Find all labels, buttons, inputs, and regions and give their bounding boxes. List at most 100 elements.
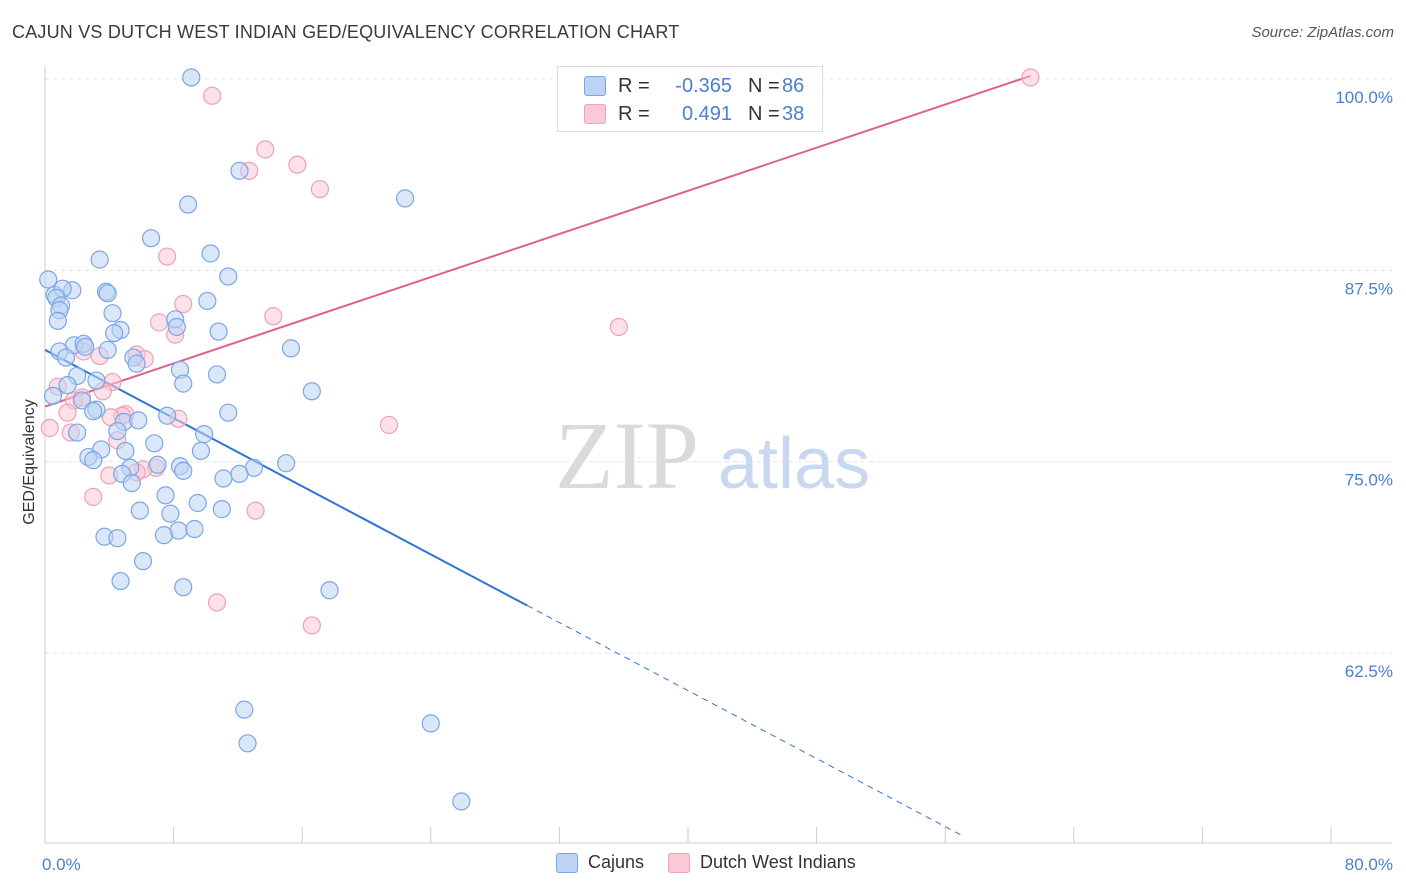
data-point-cajuns (87, 371, 106, 390)
data-point-cajuns (219, 267, 238, 286)
data-point-cajuns (195, 425, 214, 444)
data-point-cajuns (421, 714, 440, 733)
y-tick-label: 62.5% (1345, 662, 1393, 681)
data-point-cajuns (185, 519, 204, 539)
data-point-cajuns (281, 339, 301, 358)
data-point-cajuns (130, 501, 149, 520)
data-point-cajuns (191, 441, 211, 461)
data-point-cajuns (207, 365, 227, 384)
legend-r-value: -0.365 (675, 74, 732, 97)
data-point-cajuns (201, 244, 220, 263)
trend-lines (44, 74, 1031, 836)
trend-line-cajuns (44, 349, 528, 607)
data-point-dutch-west-indians (256, 140, 275, 159)
legend-swatch-cajuns (556, 852, 578, 873)
data-point-cajuns (84, 451, 103, 470)
data-point-dutch-west-indians (302, 616, 321, 635)
data-point-cajuns (167, 317, 186, 337)
data-point-dutch-west-indians (1021, 68, 1040, 87)
data-point-dutch-west-indians (609, 317, 628, 337)
data-point-cajuns (116, 441, 135, 461)
data-point-dutch-west-indians (158, 247, 177, 266)
data-point-cajuns (68, 423, 87, 442)
data-point-cajuns (58, 376, 77, 395)
y-tick-label: 87.5% (1345, 279, 1393, 298)
trend-line-cajuns-extrapolated (527, 605, 962, 836)
legend-item-cajuns: Cajuns (556, 852, 644, 873)
data-point-cajuns (127, 354, 146, 373)
data-point-dutch-west-indians (310, 180, 329, 199)
data-point-dutch-west-indians (150, 313, 169, 332)
data-point-cajuns (452, 792, 471, 811)
data-point-cajuns (214, 469, 233, 488)
series-legend: Cajuns Dutch West Indians (556, 852, 880, 873)
y-axis-label: GED/Equivalency (21, 399, 38, 524)
data-point-dutch-west-indians (379, 415, 399, 435)
data-point-cajuns (161, 504, 180, 523)
data-point-cajuns (105, 323, 124, 343)
data-point-cajuns (198, 291, 217, 311)
data-point-cajuns (212, 500, 231, 519)
data-point-cajuns (76, 337, 95, 356)
legend-swatch-pink (584, 104, 606, 124)
data-point-cajuns (156, 486, 175, 505)
data-point-cajuns (219, 403, 238, 422)
data-point-cajuns (122, 473, 141, 493)
data-point-cajuns (230, 161, 249, 180)
data-point-cajuns (178, 195, 198, 214)
data-point-dutch-west-indians (203, 86, 222, 105)
data-point-cajuns (72, 391, 92, 410)
data-point-cajuns (174, 461, 193, 480)
data-point-cajuns (148, 455, 167, 474)
legend-label-dutch-west-indians: Dutch West Indians (700, 852, 856, 872)
data-point-dutch-west-indians (58, 403, 77, 422)
data-point-cajuns (48, 311, 67, 330)
data-point-cajuns (320, 581, 339, 600)
y-tick-label: 100.0% (1335, 88, 1393, 107)
data-point-cajuns (174, 578, 193, 597)
data-point-cajuns (235, 700, 254, 719)
data-point-cajuns (145, 434, 164, 453)
stats-legend: R = -0.365 N = 86 R = 0.491 N = 38 (557, 66, 823, 132)
trend-line-dutch-west-indians (44, 74, 1031, 408)
data-point-cajuns (188, 493, 207, 513)
legend-row-cajuns: R = -0.365 N = 86 (584, 73, 804, 99)
data-point-cajuns (98, 340, 117, 360)
legend-n-label: N = (748, 74, 780, 97)
data-point-cajuns (103, 304, 122, 323)
data-point-cajuns (84, 402, 103, 421)
legend-n-label: N = (748, 102, 780, 125)
data-point-cajuns (90, 250, 109, 269)
data-point-cajuns (182, 68, 201, 87)
data-point-cajuns (108, 529, 127, 548)
data-point-cajuns (98, 284, 117, 303)
data-point-dutch-west-indians (246, 501, 265, 520)
watermark-zip: ZIP (555, 402, 699, 509)
legend-label-cajuns: Cajuns (588, 852, 645, 872)
legend-n-value: 38 (782, 102, 805, 125)
data-point-dutch-west-indians (207, 593, 227, 612)
legend-row-dutch-west-indians: R = 0.491 N = 38 (584, 101, 804, 127)
source-credit: Source: ZipAtlas.com (1251, 24, 1394, 41)
legend-swatch-dutch-west-indians (668, 852, 691, 873)
chart-title: CAJUN VS DUTCH WEST INDIAN GED/EQUIVALEN… (12, 22, 680, 42)
axes (44, 66, 1392, 844)
data-point-cajuns (111, 571, 130, 591)
data-point-cajuns (43, 386, 63, 405)
data-point-cajuns (395, 189, 415, 208)
data-point-cajuns (230, 464, 249, 484)
data-point-cajuns (129, 411, 148, 430)
data-point-dutch-west-indians (264, 307, 283, 326)
x-tick-label: 80.0% (1345, 855, 1393, 874)
legend-item-dutch-west-indians: Dutch West Indians (668, 852, 856, 873)
data-point-cajuns (302, 382, 321, 401)
legend-r-label: R = (618, 74, 650, 97)
data-point-cajuns (277, 454, 296, 473)
data-point-dutch-west-indians (174, 294, 193, 314)
data-point-cajuns (238, 734, 257, 753)
y-tick-label: 75.0% (1345, 471, 1393, 490)
legend-r-value: 0.491 (681, 102, 732, 125)
x-tick-label: 0.0% (42, 855, 81, 874)
data-point-dutch-west-indians (40, 418, 59, 438)
